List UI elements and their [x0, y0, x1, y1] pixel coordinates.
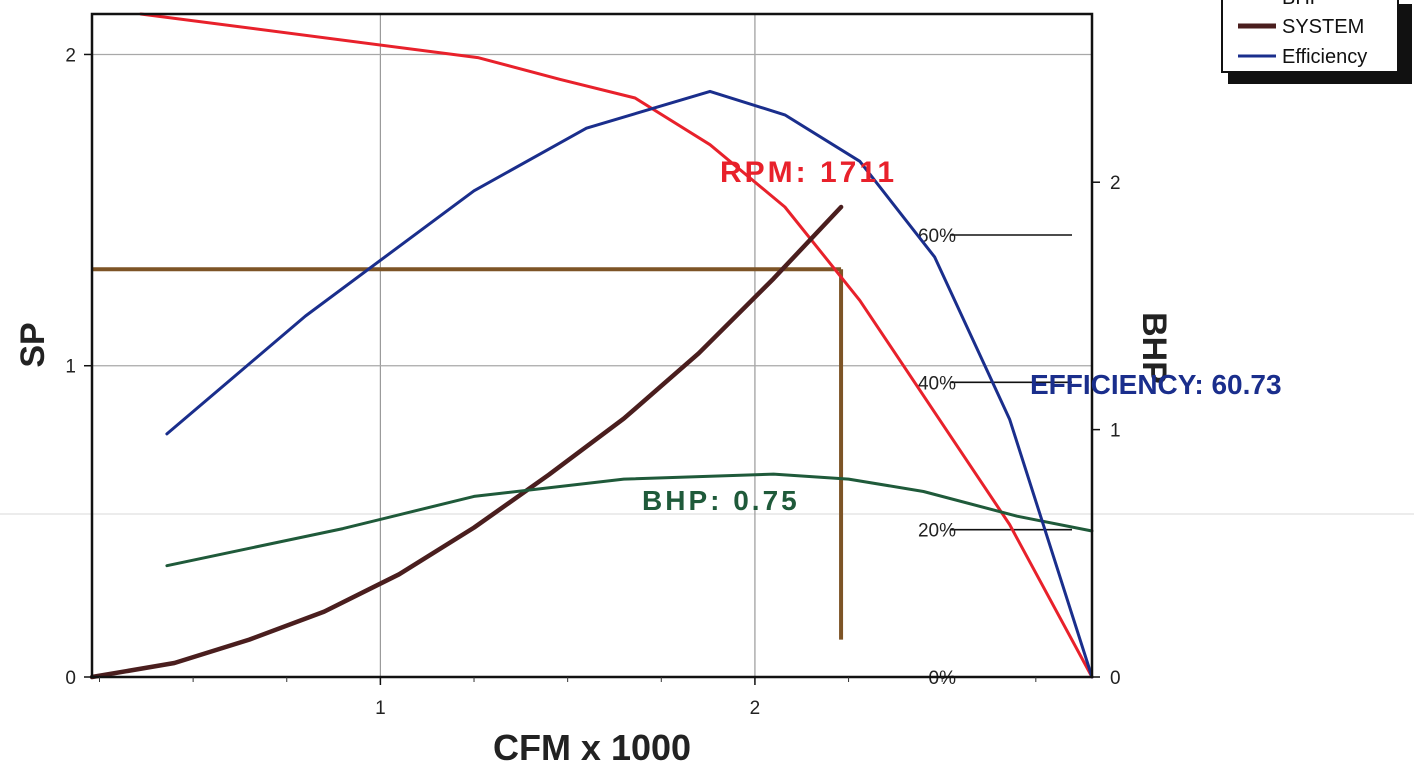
legend: BHP SYSTEM Efficiency — [1221, 0, 1412, 84]
annotation-rpm: RPM: 1711 — [720, 156, 897, 189]
y2-tick-label: 1 — [1110, 421, 1121, 442]
y-tick-label: 2 — [65, 45, 76, 66]
series-lines — [89, 12, 1094, 680]
series-system-line — [89, 204, 844, 680]
series-rpm-line — [139, 12, 1094, 679]
series-efficiency-line — [165, 89, 1094, 679]
efficiency-axis: 0%20%40%60% — [918, 226, 1072, 689]
legend-label: SYSTEM — [1282, 16, 1364, 38]
legend-box — [1221, 0, 1399, 73]
efficiency-tick-label: 40% — [918, 373, 956, 394]
axis-ticks: 1 2 0 1 2 0 1 2 CFM x 1000 SP BHP — [14, 45, 1173, 766]
x-axis-title: CFM x 1000 — [493, 727, 691, 766]
y2-tick-label: 2 — [1110, 173, 1121, 194]
y-tick-label: 0 — [65, 668, 76, 689]
annotations: RPM: 1711 BHP: 0.75 EFFICIENCY: 60.73 — [642, 156, 1282, 516]
legend-label: BHP — [1282, 0, 1323, 9]
efficiency-tick-label: 20% — [918, 521, 956, 542]
y-tick-label: 1 — [65, 357, 76, 378]
y2-axis-title: BHP — [1135, 312, 1173, 384]
x-tick-label: 1 — [375, 698, 386, 719]
efficiency-tick-label: 60% — [918, 226, 956, 247]
plot-border — [90, 12, 1094, 679]
annotation-bhp: BHP: 0.75 — [642, 485, 800, 516]
y-axis-title: SP — [14, 322, 52, 367]
annotation-efficiency: EFFICIENCY: 60.73 — [1030, 369, 1282, 400]
series-bhp-line — [165, 472, 1094, 568]
y2-tick-label: 0 — [1110, 668, 1121, 689]
x-tick-label: 2 — [750, 698, 761, 719]
legend-label: Efficiency — [1282, 46, 1367, 68]
grid-lines — [0, 14, 1414, 677]
plot-frame — [90, 12, 1094, 679]
